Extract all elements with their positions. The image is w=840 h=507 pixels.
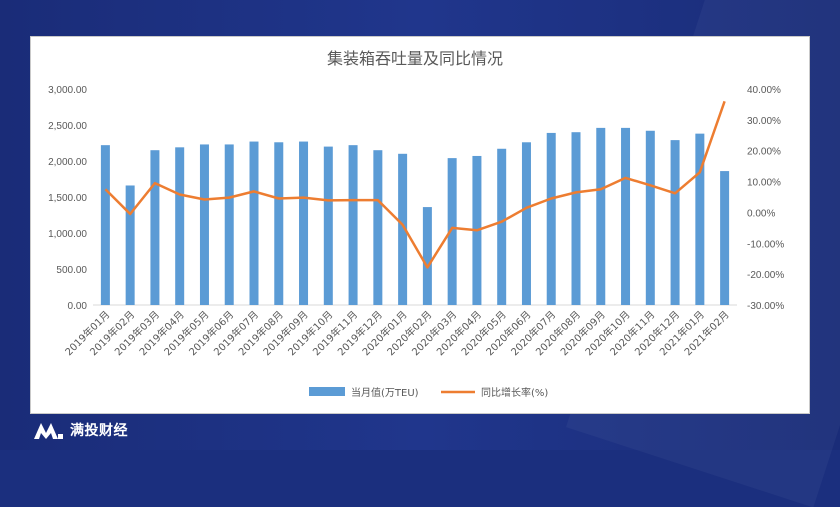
y-left-tick-label: 2,500.00 [48,121,87,132]
bar [720,171,730,305]
y-left-tick-label: 1,000.00 [48,229,87,240]
bar [125,185,135,305]
bar [323,146,333,305]
bar [224,144,234,305]
y-right-tick-label: -10.00% [747,239,784,250]
bar [571,132,581,305]
bar [670,140,680,305]
combo-chart: 集装箱吞吐量及同比情况 0.00 500.00 1,000.00 1,500.00 2,0… [48,49,784,399]
bar [249,141,259,305]
y-right-tick-label: 10.00% [747,178,781,189]
bar [422,207,432,305]
y-left-tick-label: 2,000.00 [48,157,87,168]
y-right-tick-label: 20.00% [747,147,781,158]
mt-logo-icon [34,423,63,439]
bar [398,153,408,305]
y-left-tick-label: 1,500.00 [48,193,87,204]
bar [175,147,185,305]
bar [100,145,110,305]
series-line [104,100,726,269]
legend-swatch-bar [309,387,345,396]
y-right-tick-label: -20.00% [747,270,784,281]
y-left-tick-label: 0.00 [68,301,88,312]
chart-card: 集装箱吞吐量及同比情况 0.00 500.00 1,000.00 1,500.00 2,0… [30,36,810,414]
bar [299,141,309,305]
legend-label-bar: 当月值(万TEU) [351,386,419,399]
y-left-tick-label: 500.00 [56,265,87,276]
y-right-tick-label: -30.00% [747,301,784,312]
y-right-tick-label: 30.00% [747,116,781,127]
bar [447,158,457,305]
bar [621,127,631,305]
bar [695,133,705,305]
legend-label-line: 同比增长率(%) [481,386,548,399]
brand-footer: 满投财经 [34,420,128,440]
bar [199,144,209,305]
y-right-tick-label: 40.00% [747,85,781,96]
bar [521,142,531,305]
bar [596,127,606,305]
bar [373,150,383,305]
y-right-tick-label: 0.00% [747,208,775,219]
bar [497,148,507,305]
bar [150,150,160,305]
brand-name: 满投财经 [70,423,128,439]
bar [274,142,284,305]
chart-title: 集装箱吞吐量及同比情况 [327,49,503,68]
y-left-tick-label: 3,000.00 [48,85,87,96]
bar [546,132,556,305]
bar [645,130,655,305]
bar [348,145,358,305]
